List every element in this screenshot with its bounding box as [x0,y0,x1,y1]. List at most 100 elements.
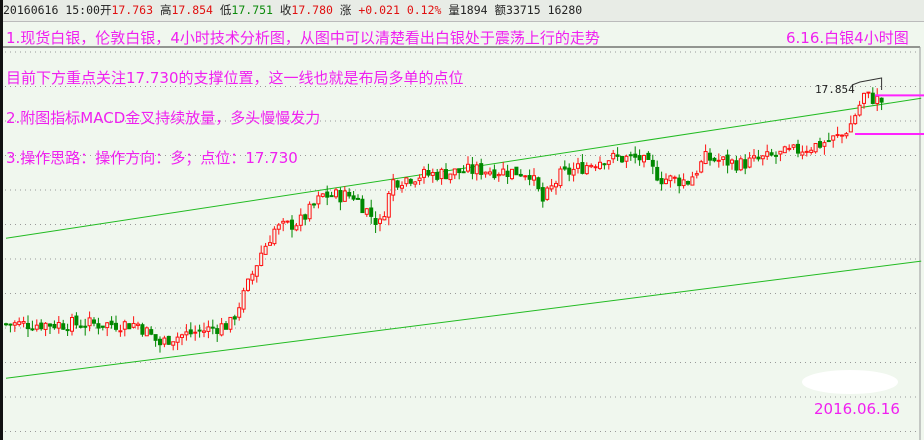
candle-body [325,191,330,198]
candle-body [48,323,52,327]
close-value: 17.780 [291,3,333,17]
candle-body [576,163,580,169]
high-label: 高 [159,3,172,17]
candle-body [567,167,572,175]
candle-body [686,181,690,185]
candle-body [479,163,484,175]
candle-body [866,91,871,94]
candle-body [435,172,440,180]
candle-body [422,168,426,178]
candle-body [738,158,743,171]
candle-body [400,185,404,189]
candle-body [30,328,35,331]
candle-body [699,161,704,173]
candle-body [822,142,827,147]
change-value: +0.021 [358,3,400,17]
candle-body [83,325,88,328]
candle-body [796,143,800,154]
candle-body [12,322,17,326]
candle-body [360,198,365,214]
candle-body [382,216,387,221]
candle-body [356,197,360,200]
candle-body [153,334,158,341]
candle-body [78,325,83,328]
annotation-line-2: 2.附图指标MACD金叉持续放量，多头慢慢发力 [6,109,321,127]
candle-body [136,323,140,326]
candle-body [180,334,184,338]
candle-body [602,163,607,166]
candle-body [620,155,624,163]
left-border [0,0,3,440]
candle-body [540,187,545,202]
candle-body [21,321,26,324]
candle-body [562,166,567,170]
candle-body [782,146,787,154]
open-label: 开 [99,3,112,17]
candle-body [659,178,664,185]
candle-body [100,325,105,328]
candle-body [690,176,695,186]
candle-body [417,177,422,182]
candle-body [39,322,44,330]
date-stamp: 2016.06.16 [814,400,900,418]
candle-body [298,214,303,226]
candle-body [70,316,74,332]
candle-body [571,168,576,176]
candle-body [444,169,448,180]
candle-body [17,321,22,326]
candle-body [598,161,602,169]
candle-body [791,144,796,148]
candle-body [862,92,866,104]
candle-body [197,329,202,332]
candle-body [703,151,708,165]
low-label: 低 [219,3,232,17]
candle-body [787,147,792,150]
candle-body [461,171,466,174]
candle-body [404,177,409,185]
candle-body [312,203,316,206]
candle-body [87,317,92,327]
candle-body [250,273,255,281]
candle-body [320,193,325,197]
candle-body [457,168,462,174]
candle-body [206,326,211,332]
quote-time: 15:00 [65,3,100,17]
candle-body [395,180,400,188]
candle-body [466,163,470,172]
candle-body [646,152,651,160]
candle-body [246,278,250,291]
candle-body [510,168,514,180]
candle-body [611,152,616,160]
candle-body [492,169,497,179]
candle-body [875,95,880,104]
candle-body [373,218,378,225]
candle-body [734,160,739,171]
candle-body [606,160,611,165]
candle-body [272,228,277,245]
candle-body [769,152,774,156]
candle-body [668,175,673,182]
candle-body [105,322,110,329]
candle-body [536,177,541,190]
amount-label: 额 [494,3,507,17]
candle-body [122,321,127,330]
candle-body [65,329,70,332]
open-value: 17.763 [111,3,153,17]
candle-body [329,195,334,198]
candle-body [303,214,308,220]
candle-body [527,175,532,180]
candle-body [276,224,281,230]
candle-body [263,245,268,255]
candle-body [61,323,66,330]
candle-body [210,326,215,329]
candle-body [496,173,501,177]
candle-body [144,327,149,337]
candle-body [589,164,594,168]
candle-body [228,316,233,330]
candle-body [844,133,849,137]
candle-body [52,323,57,329]
channel-lower-line [5,260,922,379]
candle-body [545,187,550,200]
candle-body [725,154,730,166]
candle-body [870,92,875,104]
